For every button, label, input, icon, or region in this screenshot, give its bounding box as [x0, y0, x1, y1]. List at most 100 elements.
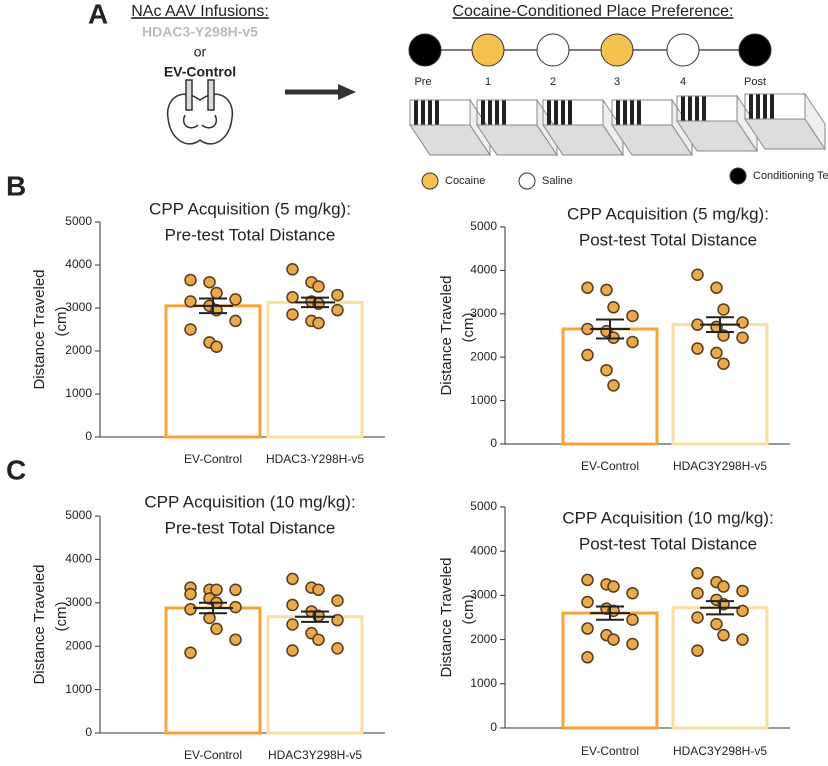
- data-point: [331, 288, 344, 302]
- data-point: [600, 283, 613, 297]
- data-point: [710, 346, 723, 360]
- cpp-title: Cocaine-Conditioned Place Preference:: [452, 3, 733, 20]
- timeline-node: [738, 33, 772, 67]
- data-point: [736, 316, 749, 329]
- y-tick-label: 3000: [65, 300, 92, 314]
- y-axis-label: Distance Traveled: [438, 557, 455, 677]
- legend-marker: [421, 172, 439, 190]
- bar: [164, 304, 262, 439]
- cage-front: [542, 99, 604, 126]
- data-point: [184, 603, 197, 616]
- y-tick-label: 4000: [65, 257, 92, 271]
- cage-stripe: [488, 100, 492, 125]
- data-point: [210, 622, 223, 636]
- data-point: [312, 280, 325, 293]
- timeline-node: [408, 33, 442, 67]
- y-tick-label: 5000: [470, 499, 497, 513]
- cage-front: [476, 99, 538, 126]
- y-axis-label: Distance Traveled: [438, 275, 455, 395]
- data-point: [286, 644, 299, 657]
- timeline-label: 2: [550, 76, 556, 88]
- chart-title: Pre-test Total Distance: [165, 518, 336, 537]
- cage-front: [611, 99, 673, 126]
- timeline-label: 1: [485, 76, 491, 88]
- y-tick-label: 0: [490, 720, 497, 734]
- error-bar: [590, 318, 630, 340]
- cage-icon: [409, 98, 491, 157]
- error-bar: [193, 601, 233, 615]
- cage-stripe: [688, 96, 692, 121]
- legend-label: Conditioning Test: [753, 170, 828, 182]
- y-tick-label: 2000: [65, 343, 92, 357]
- virus-label: HDAC3-Y298H-v5: [142, 24, 258, 40]
- cage-icon: [611, 98, 693, 157]
- data-point: [210, 583, 223, 597]
- data-point: [581, 651, 594, 664]
- y-tick-label: 4000: [65, 552, 92, 566]
- data-point: [210, 340, 223, 353]
- data-point: [286, 598, 299, 612]
- cage-icon: [744, 92, 826, 151]
- y-tick-label: 3000: [470, 306, 497, 320]
- data-point: [312, 583, 325, 597]
- data-point: [607, 580, 620, 593]
- y-axis-label: (cm): [53, 602, 70, 632]
- chart-title: CPP Acquisition (10 mg/kg):: [144, 492, 355, 511]
- data-point: [229, 293, 242, 306]
- data-point: [717, 580, 730, 593]
- cage-icon: [542, 98, 624, 157]
- cage-icon: [476, 98, 558, 157]
- data-point: [286, 291, 299, 304]
- x-tick-label: EV-Control: [184, 748, 242, 762]
- data-point: [717, 357, 730, 370]
- chart-title: Post-test Total Distance: [579, 230, 757, 249]
- data-point: [736, 331, 749, 344]
- data-point: [184, 295, 197, 308]
- cage-stripe: [756, 94, 760, 119]
- data-point: [691, 567, 704, 580]
- x-tick-label: HDAC3-Y298H-v5: [266, 452, 364, 466]
- data-point: [331, 642, 344, 655]
- bar: [671, 323, 769, 446]
- y-tick-label: 0: [490, 436, 497, 450]
- cage-stripe: [414, 100, 418, 125]
- chart-title: CPP Acquisition (10 mg/kg):: [562, 508, 773, 527]
- data-point: [736, 633, 749, 646]
- cage-stripe: [763, 94, 767, 119]
- data-point: [312, 633, 325, 646]
- panel-label: A: [88, 0, 108, 29]
- data-point: [229, 633, 242, 646]
- y-tick-label: 5000: [65, 214, 92, 228]
- legend-label: Cocaine: [445, 175, 485, 187]
- chart-title: Pre-test Total Distance: [165, 225, 336, 244]
- y-tick-label: 1000: [470, 393, 497, 407]
- brain-icon: [166, 79, 234, 145]
- chart-title: Post-test Total Distance: [579, 534, 757, 553]
- x-tick-label: EV-Control: [581, 744, 639, 758]
- y-tick-label: 2000: [65, 638, 92, 652]
- data-point: [286, 572, 299, 586]
- data-point: [581, 348, 594, 362]
- cage-stripe: [495, 100, 499, 125]
- data-point: [607, 301, 620, 314]
- data-point: [581, 595, 594, 609]
- x-tick-label: EV-Control: [581, 459, 639, 473]
- data-point: [184, 273, 197, 287]
- data-point: [331, 594, 344, 607]
- cage-front: [744, 93, 806, 120]
- y-tick-label: 0: [85, 429, 92, 443]
- data-point: [710, 281, 723, 295]
- data-point: [691, 611, 704, 624]
- timeline-label: Pre: [414, 76, 431, 88]
- x-tick-label: HDAC3Y298H-v5: [673, 459, 767, 473]
- y-tick-label: 1000: [470, 676, 497, 690]
- or-label: or: [194, 44, 207, 60]
- y-axis-label: Distance Traveled: [31, 269, 48, 389]
- panel-label: B: [6, 170, 26, 201]
- timeline-label: 3: [614, 76, 620, 88]
- legend-marker: [518, 172, 536, 190]
- cage-front: [409, 99, 471, 126]
- data-point: [691, 586, 704, 600]
- data-point: [581, 281, 594, 295]
- timeline-node: [666, 33, 700, 67]
